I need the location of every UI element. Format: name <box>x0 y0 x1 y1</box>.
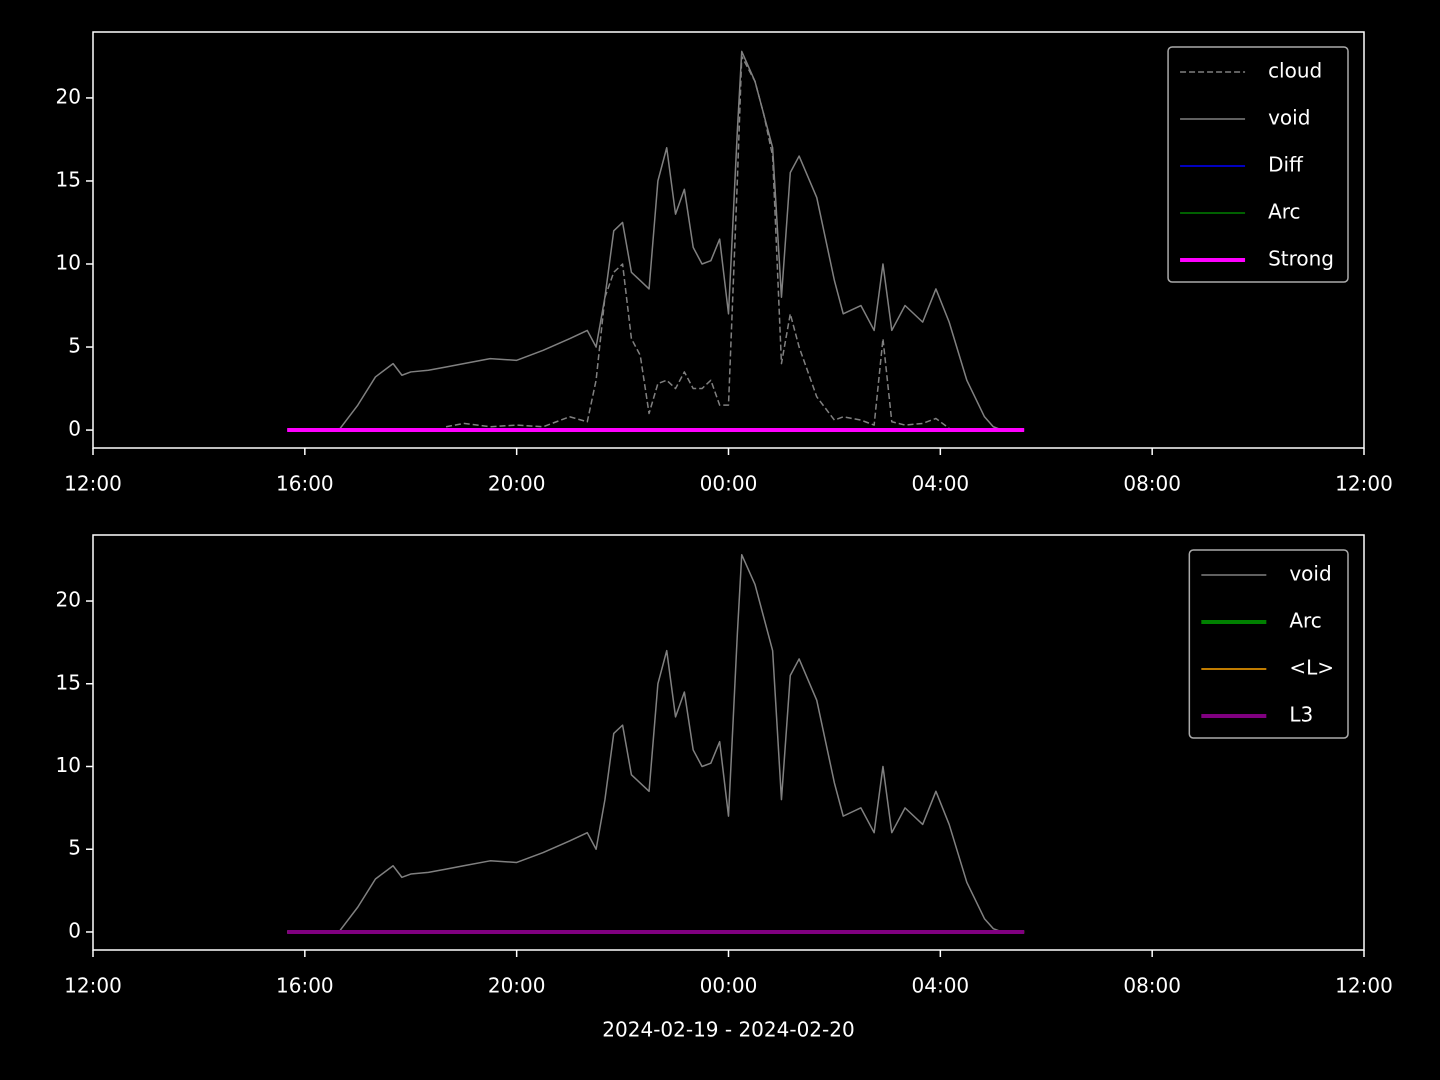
data-line <box>339 553 1003 933</box>
legend-label: L3 <box>1289 703 1313 727</box>
y-tick-label: 15 <box>56 167 81 191</box>
legend-label: Arc <box>1289 609 1321 633</box>
axes-frame <box>92 534 1365 951</box>
plot: 0 5 10 15 20 12:00 16:00 20:00 00:00 04:00 08:00 12… <box>56 31 1393 496</box>
data-line <box>445 55 950 429</box>
y-tick-label: 10 <box>56 250 81 274</box>
x-tick-label: 20:00 <box>488 974 546 998</box>
x-tick-label: 12:00 <box>1335 472 1393 496</box>
x-axis-label: 2024-02-19 - 2024-02-20 <box>602 1018 854 1042</box>
x-tick-label: 12:00 <box>1335 974 1393 998</box>
legend-label: <L> <box>1289 656 1334 680</box>
x-tick-label: 16:00 <box>276 974 334 998</box>
x-tick-label: 00:00 <box>700 472 758 496</box>
legend-frame <box>1167 46 1349 283</box>
legend-label: void <box>1268 106 1310 130</box>
legend-label: Strong <box>1268 247 1334 271</box>
data-line <box>339 50 1003 431</box>
legend-label: void <box>1289 562 1331 586</box>
legend-frame <box>1188 549 1349 739</box>
x-tick-label: 12:00 <box>64 974 122 998</box>
legend-label: Arc <box>1268 200 1300 224</box>
legend: cloud void Diff Arc Strong <box>1167 46 1349 283</box>
x-tick-label: 00:00 <box>700 974 758 998</box>
x-tick-label: 08:00 <box>1123 974 1181 998</box>
legend-label: cloud <box>1268 59 1322 83</box>
x-tick-label: 04:00 <box>912 974 970 998</box>
y-tick-label: 0 <box>68 918 81 942</box>
y-tick-label: 20 <box>56 84 81 108</box>
x-tick-label: 20:00 <box>488 472 546 496</box>
y-tick-label: 20 <box>56 588 81 612</box>
y-tick-label: 15 <box>56 670 81 694</box>
x-tick-label: 08:00 <box>1123 472 1181 496</box>
legend: void Arc <L> L3 <box>1188 549 1349 739</box>
y-tick-label: 5 <box>68 836 81 860</box>
y-tick-label: 0 <box>68 417 81 441</box>
x-tick-label: 16:00 <box>276 472 334 496</box>
x-tick-label: 04:00 <box>912 472 970 496</box>
legend-label: Diff <box>1268 153 1304 177</box>
y-tick-label: 10 <box>56 753 81 777</box>
plot: 0 5 10 15 20 12:00 16:00 20:00 00:00 04:00 08:00 12… <box>56 534 1393 1042</box>
x-tick-label: 12:00 <box>64 472 122 496</box>
y-tick-label: 5 <box>68 334 81 358</box>
